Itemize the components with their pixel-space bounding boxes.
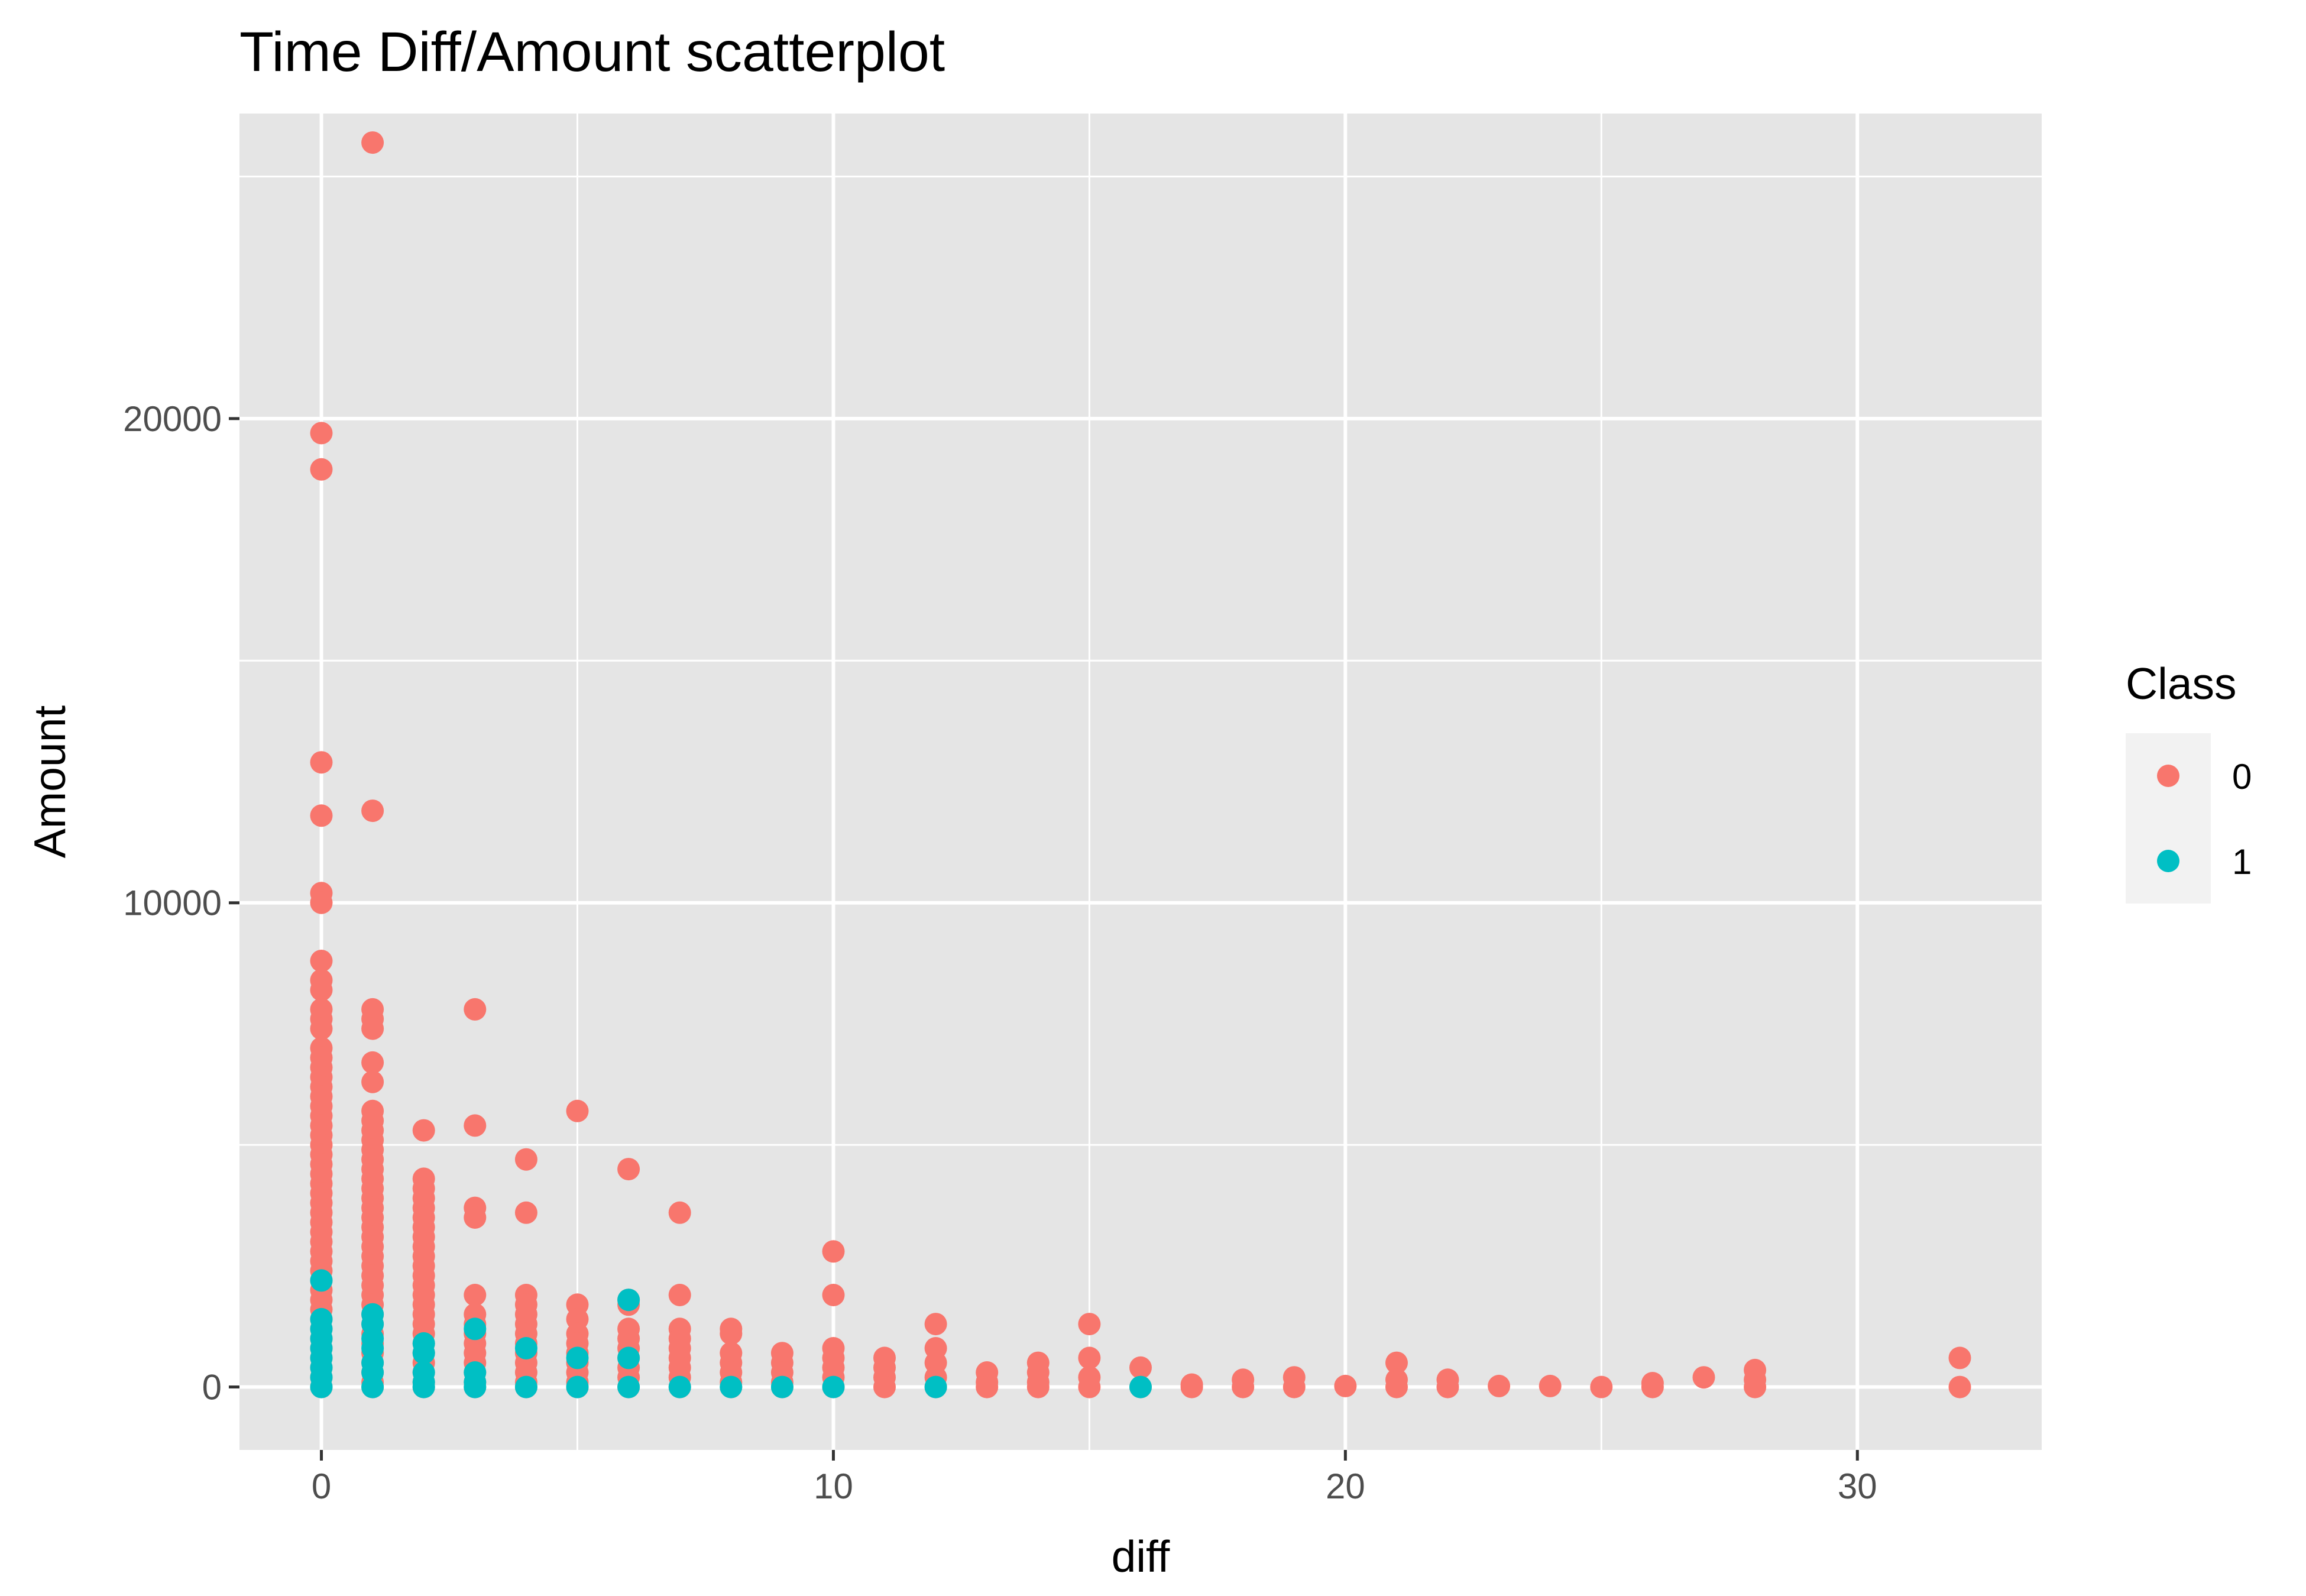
scatter-point	[310, 804, 333, 827]
scatter-point	[924, 1375, 947, 1398]
legend-title: Class	[2126, 659, 2237, 708]
scatter-point	[1385, 1375, 1408, 1398]
scatter-point	[514, 1201, 537, 1224]
scatter-point	[924, 1313, 947, 1336]
scatter-point	[873, 1375, 896, 1398]
scatter-point	[514, 1148, 537, 1171]
scatter-point	[668, 1284, 691, 1306]
scatter-point	[1948, 1346, 1971, 1370]
scatter-point	[1026, 1375, 1050, 1398]
scatter-point	[1590, 1375, 1613, 1398]
series-class-1	[310, 1269, 1152, 1398]
scatter-point	[617, 1158, 640, 1181]
scatter-point	[464, 1375, 487, 1398]
scatter-point	[310, 1375, 333, 1398]
scatter-point	[1641, 1375, 1664, 1398]
scatter-point	[310, 979, 333, 1002]
scatter-point	[1129, 1375, 1152, 1398]
legend: Class 0 1	[2126, 659, 2252, 904]
legend-key-class-1	[2157, 850, 2179, 872]
y-axis-title: Amount	[25, 705, 75, 859]
scatter-point	[412, 1342, 435, 1365]
scatter-point	[1129, 1356, 1152, 1379]
scatter-point	[464, 1206, 487, 1229]
chart-title: Time Diff/Amount scatterplot	[239, 21, 945, 83]
scatter-point	[1180, 1375, 1203, 1398]
scatter-point	[668, 1375, 691, 1398]
scatter-point	[412, 1375, 435, 1398]
scatter-point	[361, 799, 384, 823]
scatter-point	[310, 1269, 333, 1292]
scatter-point	[1692, 1366, 1715, 1389]
legend-label-class-0: 0	[2232, 757, 2252, 797]
x-tick-label: 20	[1326, 1466, 1365, 1506]
minor-gridlines	[239, 114, 2042, 1450]
scatter-point	[1078, 1346, 1101, 1370]
y-axis-ticks: 0 10000 20000	[123, 399, 239, 1407]
x-tick-label: 30	[1838, 1466, 1877, 1506]
scatter-point	[976, 1375, 999, 1398]
scatter-point	[566, 1099, 589, 1122]
scatter-point	[1539, 1374, 1562, 1397]
scatter-point	[310, 458, 333, 481]
scatter-point	[720, 1375, 743, 1398]
scatter-point	[617, 1289, 640, 1312]
scatter-point	[464, 1284, 487, 1306]
scatter-point	[1078, 1375, 1101, 1398]
scatter-point	[1078, 1313, 1101, 1336]
data-points	[310, 131, 1971, 1398]
scatter-point	[566, 1375, 589, 1398]
scatter-point	[770, 1375, 794, 1398]
scatter-point	[720, 1322, 743, 1345]
scatter-point	[412, 1119, 435, 1142]
legend-label-class-1: 1	[2232, 842, 2252, 882]
scatter-point	[361, 131, 384, 154]
scatter-point	[464, 1114, 487, 1137]
plot-panel	[239, 114, 2042, 1450]
scatter-point	[822, 1375, 845, 1398]
scatter-point	[464, 1317, 487, 1341]
y-tick-label: 20000	[123, 399, 222, 439]
scatter-point	[361, 1051, 384, 1074]
scatter-point	[310, 422, 333, 445]
scatter-point	[566, 1346, 589, 1370]
x-tick-label: 10	[814, 1466, 853, 1506]
scatter-point	[514, 1375, 537, 1398]
scatter-point	[1385, 1351, 1408, 1374]
x-axis-ticks: 0 10 20 30	[312, 1450, 1877, 1506]
scatter-point	[1948, 1375, 1971, 1398]
scatter-point	[310, 751, 333, 774]
scatter-point	[361, 1070, 384, 1093]
scatter-point	[1282, 1375, 1306, 1398]
scatter-point	[310, 950, 333, 972]
x-axis-title: diff	[1112, 1532, 1170, 1581]
scatter-point	[310, 1017, 333, 1040]
scatter-point	[1232, 1375, 1255, 1398]
legend-key-class-0	[2157, 765, 2179, 787]
scatter-point	[822, 1240, 845, 1263]
scatter-point	[822, 1284, 845, 1306]
x-tick-label: 0	[312, 1466, 331, 1506]
major-gridlines	[239, 114, 2042, 1450]
scatter-point	[617, 1375, 640, 1398]
scatter-point	[1436, 1375, 1459, 1398]
scatter-point	[310, 891, 333, 914]
scatter-point	[617, 1346, 640, 1370]
scatter-point	[1744, 1375, 1767, 1398]
y-tick-label: 10000	[123, 883, 222, 923]
legend-key-background	[2126, 733, 2211, 904]
scatter-point	[361, 1017, 384, 1040]
scatter-point	[464, 998, 487, 1021]
scatter-point	[361, 1375, 384, 1398]
scatter-point	[1334, 1374, 1357, 1397]
y-tick-label: 0	[202, 1368, 222, 1407]
scatter-point	[514, 1337, 537, 1359]
scatter-point	[1488, 1374, 1511, 1397]
scatter-point	[668, 1201, 691, 1224]
